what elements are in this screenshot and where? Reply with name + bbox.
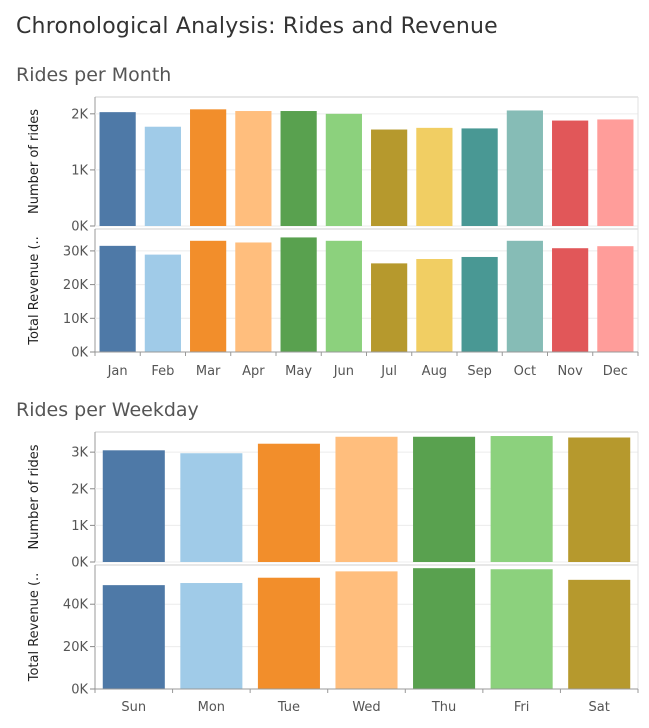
bar-sun-rides [102,450,165,562]
x-tick-label: Sep [467,364,492,379]
bar-sep-rides [461,128,498,226]
y-tick-label: 1K [71,163,88,178]
bar-sep-revenue [461,256,498,352]
y-tick-label: 20K [63,278,89,293]
y-tick-label: 2K [71,107,88,122]
bar-feb-rides [144,126,181,226]
y-tick-label: 30K [63,244,89,259]
y-axis-title: Total Revenue (.. [27,573,42,683]
y-tick-label: 0K [71,683,88,698]
bar-fri-revenue [490,569,553,689]
weekday-chart-title: Rides per Weekday [16,399,199,421]
y-axis-title: Total Revenue (.. [27,236,42,346]
bar-jul-revenue [371,263,408,352]
x-tick-label: Aug [422,364,447,379]
chart-1: 0K 1K 2K 3K Number of rides 0K 20K 40K Total Rev… [27,431,639,715]
x-tick-label: Apr [242,364,265,379]
x-tick-label: Jul [380,364,397,379]
x-tick-label: Mar [196,364,221,379]
bar-may-revenue [280,237,317,352]
bar-apr-revenue [235,242,272,352]
page-title: Chronological Analysis: Rides and Revenu… [16,14,498,39]
y-axis-title: Number of rides [27,444,42,549]
x-tick-label: Jun [333,364,354,379]
x-tick-label: Fri [514,700,530,715]
bar-thu-rides [413,436,476,562]
bar-mar-rides [190,109,227,226]
y-tick-label: 0K [71,220,88,235]
chart-0: 0K 1K 2K Number of rides 0K 10K 20K 30K Total Re… [27,96,639,379]
bar-jul-rides [371,129,408,226]
x-tick-label: Dec [603,364,628,379]
bar-aug-revenue [416,258,453,352]
x-tick-label: Wed [352,700,380,715]
y-tick-label: 0K [71,556,88,571]
x-tick-label: Nov [557,364,583,379]
y-tick-label: 0K [71,346,88,361]
monthly-chart-title: Rides per Month [16,64,172,86]
bar-sat-revenue [568,579,631,689]
y-tick-label: 3K [71,446,88,461]
bar-jun-rides [325,113,362,226]
y-tick-label: 1K [71,519,88,534]
bar-aug-rides [416,127,453,226]
y-tick-label: 10K [63,312,89,327]
y-tick-label: 20K [63,640,89,655]
bar-nov-rides [552,120,589,226]
bar-dec-revenue [597,246,634,352]
bar-sun-revenue [102,585,165,689]
bar-jan-rides [99,112,136,226]
bar-jun-revenue [325,240,362,352]
x-tick-label: Mon [198,700,225,715]
bar-tue-rides [257,443,320,562]
bar-apr-rides [235,111,272,226]
x-tick-label: Feb [151,364,174,379]
bar-oct-revenue [506,240,543,352]
x-tick-label: Tue [277,700,300,715]
bar-mar-revenue [190,240,227,352]
x-tick-label: Sat [589,700,610,715]
bar-thu-revenue [413,568,476,689]
x-tick-label: Thu [431,700,456,715]
bar-jan-revenue [99,245,136,352]
bar-sat-rides [568,437,631,562]
bar-may-rides [280,111,317,226]
x-tick-label: Sun [121,700,146,715]
bar-tue-revenue [257,577,320,689]
bar-nov-revenue [552,248,589,352]
x-tick-label: Jan [107,364,128,379]
bar-feb-revenue [144,254,181,352]
bar-fri-rides [490,436,553,562]
y-tick-label: 40K [63,598,89,613]
bar-oct-rides [506,110,543,226]
bar-dec-rides [597,119,634,226]
bar-mon-revenue [180,583,243,689]
y-tick-label: 2K [71,482,88,497]
bar-mon-rides [180,453,243,562]
y-axis-title: Number of rides [27,109,42,214]
x-tick-label: Oct [514,364,536,379]
bar-wed-rides [335,436,398,562]
x-tick-label: May [285,364,312,379]
bar-wed-revenue [335,571,398,689]
